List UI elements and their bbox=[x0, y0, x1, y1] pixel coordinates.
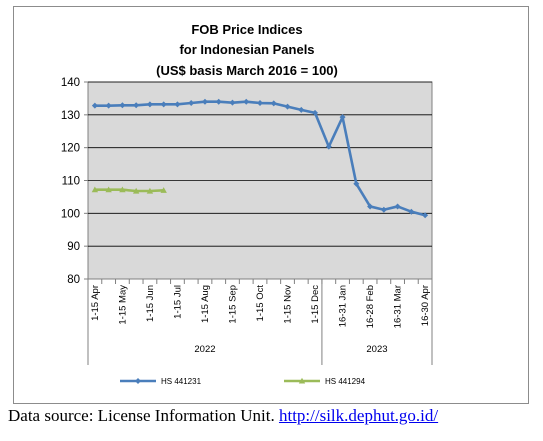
data-point bbox=[188, 100, 195, 107]
data-point bbox=[408, 208, 415, 215]
data-source-link[interactable]: http://silk.dephut.go.id/ bbox=[278, 406, 439, 425]
data-point bbox=[298, 106, 305, 113]
chart-title-line: FOB Price Indices bbox=[191, 22, 302, 37]
x-tick-label: 1-15 Nov bbox=[283, 285, 294, 324]
series-line bbox=[94, 188, 164, 193]
y-tick-label: 100 bbox=[61, 208, 80, 220]
data-point bbox=[91, 102, 98, 109]
x-tick-label: 16-28 Feb bbox=[365, 285, 376, 328]
data-point bbox=[215, 98, 222, 105]
data-source-line: Data source: License Information Unit. h… bbox=[8, 404, 543, 428]
data-point bbox=[146, 101, 153, 108]
data-point bbox=[119, 186, 126, 193]
data-point bbox=[174, 101, 181, 108]
data-point bbox=[270, 100, 277, 107]
legend: HS 441231 HS 441294 bbox=[120, 377, 366, 386]
chart-title: FOB Price Indices for Indonesian Panels (U… bbox=[156, 22, 338, 78]
data-point bbox=[132, 187, 140, 194]
legend-marker bbox=[298, 377, 306, 384]
x-tick-label: 1-15 Jul bbox=[172, 285, 183, 319]
data-point bbox=[312, 109, 319, 116]
y-tick-label: 90 bbox=[67, 241, 80, 253]
chart-title-line: (US$ basis March 2016 = 100) bbox=[156, 63, 338, 78]
year-label: 2023 bbox=[366, 344, 387, 355]
data-point bbox=[257, 100, 263, 107]
series-hs-441231 bbox=[91, 98, 429, 219]
grid-lines bbox=[88, 81, 432, 247]
x-tick-label: 16-31 Mar bbox=[393, 285, 404, 328]
chart-svg: FOB Price Indices for Indonesian Panels (U… bbox=[61, 22, 433, 386]
x-tick-label: 1-15 Oct bbox=[255, 285, 266, 322]
data-point bbox=[394, 203, 401, 210]
data-point bbox=[133, 102, 140, 109]
data-point bbox=[284, 103, 291, 110]
x-tick-label: 1-15 Sep bbox=[227, 285, 238, 324]
x-tick-label: 1-15 Apr bbox=[90, 285, 101, 321]
y-tick-label: 120 bbox=[61, 143, 80, 155]
x-tick-label: 16-30 Apr bbox=[420, 285, 431, 326]
x-tick-label: 1-15 May bbox=[117, 285, 128, 325]
data-point bbox=[353, 180, 360, 187]
legend-marker bbox=[135, 378, 141, 384]
data-point bbox=[160, 101, 167, 108]
data-point bbox=[160, 187, 167, 193]
series-layer bbox=[91, 98, 429, 219]
y-tick-label: 140 bbox=[61, 77, 80, 89]
y-tick-label: 110 bbox=[62, 176, 80, 188]
legend-label: HS 441231 bbox=[161, 377, 202, 386]
data-point bbox=[367, 203, 374, 210]
data-point bbox=[243, 98, 250, 105]
x-tick-label: 1-15 Dec bbox=[310, 285, 321, 324]
data-point bbox=[146, 187, 154, 194]
data-point bbox=[119, 102, 126, 109]
data-point bbox=[105, 102, 112, 109]
data-point bbox=[201, 98, 208, 105]
data-point bbox=[229, 99, 236, 106]
data-point bbox=[380, 206, 387, 213]
chart-title-line: for Indonesian Panels bbox=[179, 42, 314, 57]
x-tick-label: 1-15 Aug bbox=[200, 285, 211, 323]
data-point bbox=[325, 143, 332, 150]
y-tick-label: 80 bbox=[67, 274, 80, 286]
data-source-text: Data source: License Information Unit. bbox=[8, 406, 279, 425]
x-tick-label: 16-31 Jan bbox=[338, 285, 349, 327]
legend-label: HS 441294 bbox=[325, 377, 366, 386]
data-point bbox=[422, 212, 429, 219]
data-point bbox=[105, 186, 112, 193]
x-axis: 1-15 Apr 1-15 May 1-15 Jun 1-15 Jul 1-15 Aug… bbox=[87, 279, 433, 365]
year-label: 2022 bbox=[194, 344, 215, 355]
y-axis-tick-labels: 80 90 100 110 120 130 140 bbox=[61, 77, 88, 286]
series-hs-441294 bbox=[91, 186, 167, 194]
chart-frame: FOB Price Indices for Indonesian Panels (U… bbox=[13, 6, 529, 404]
data-point bbox=[339, 114, 346, 121]
data-point bbox=[91, 186, 99, 193]
x-tick-label: 1-15 Jun bbox=[145, 285, 156, 322]
y-tick-label: 130 bbox=[61, 110, 80, 122]
